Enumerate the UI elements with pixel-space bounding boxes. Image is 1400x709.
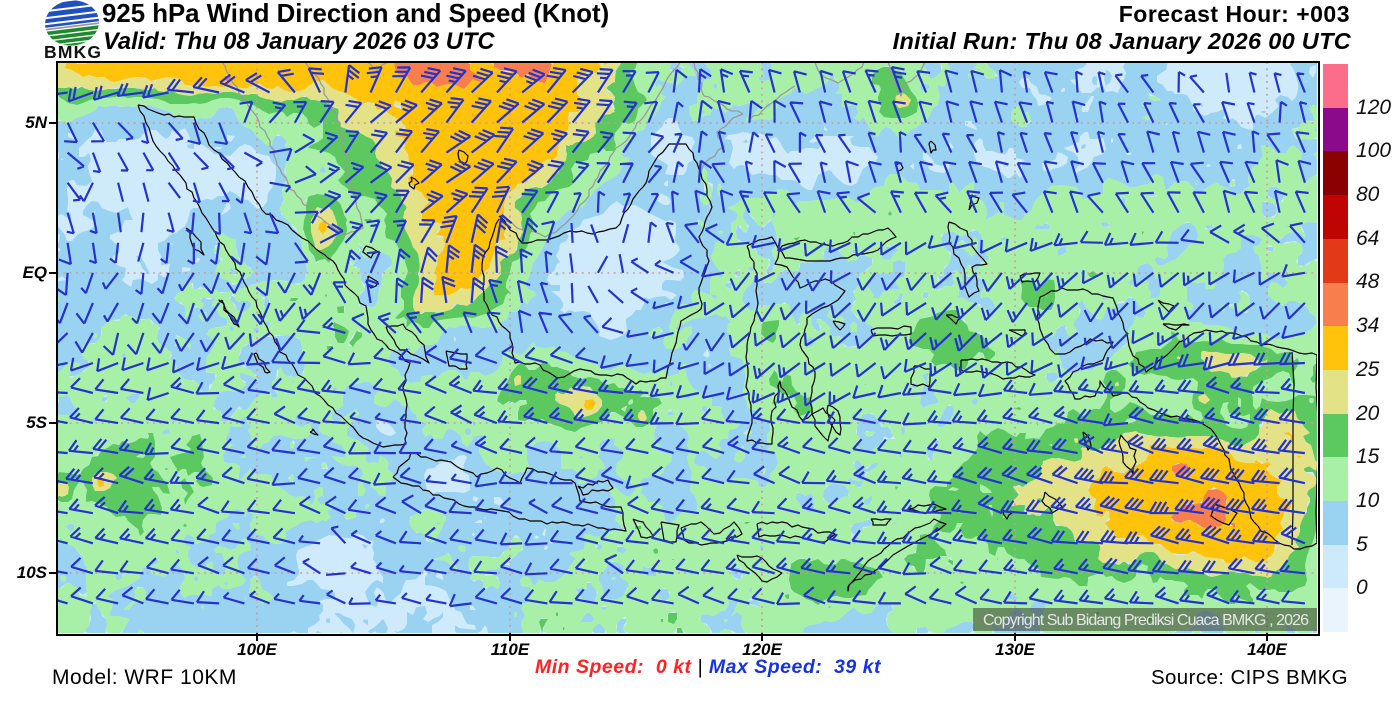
svg-text:Copyright Sub Bidang Prediksi: Copyright Sub Bidang Prediksi Cuaca BMKG… — [983, 612, 1309, 629]
